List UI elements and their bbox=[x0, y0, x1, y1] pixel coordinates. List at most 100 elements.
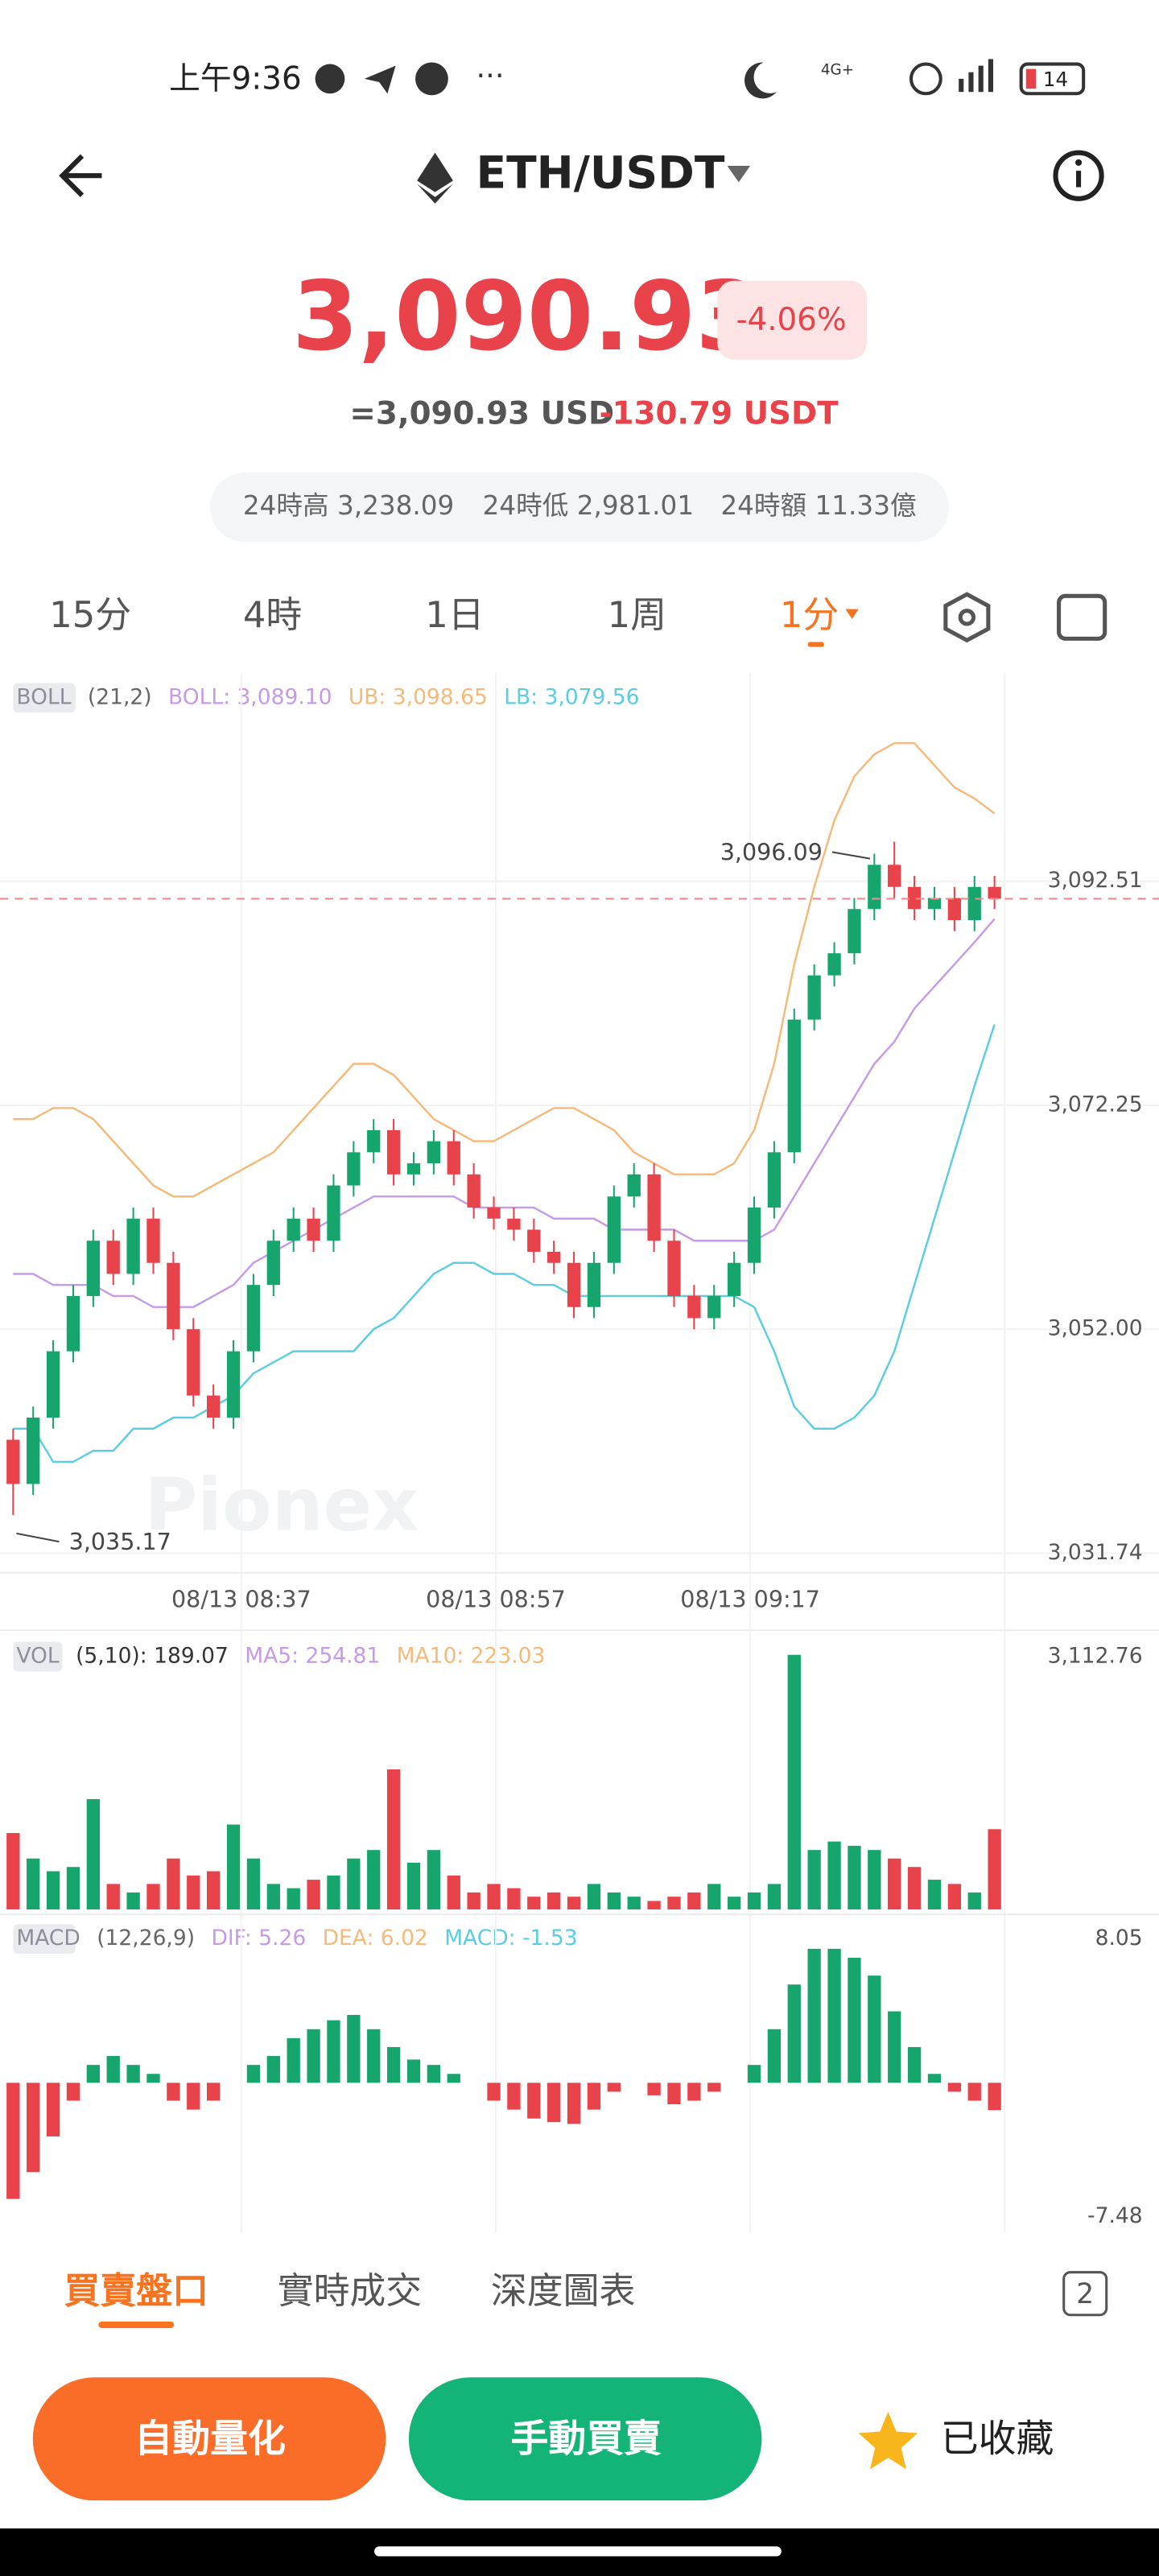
macd-bar bbox=[567, 2083, 581, 2124]
legend-badge bbox=[13, 1924, 76, 1955]
macd-bar bbox=[547, 2083, 561, 2123]
bottom-tab-active[interactable]: 買賣盤口 bbox=[64, 2269, 208, 2312]
candle-body bbox=[527, 1229, 541, 1253]
auto-button[interactable] bbox=[32, 2377, 386, 2501]
bottom-tab[interactable]: 實時成交 bbox=[278, 2269, 422, 2312]
candle-body bbox=[507, 1218, 521, 1230]
macd-bar bbox=[888, 2011, 901, 2083]
volume-bar bbox=[707, 1884, 721, 1909]
legend-item: (21,2) bbox=[88, 684, 152, 709]
candle-body bbox=[406, 1163, 421, 1174]
icon bbox=[1074, 159, 1083, 166]
volume-bar bbox=[848, 1845, 861, 1909]
legend: VOL (5,10): 189.07 MA5: 254.81 MA10: 223.03 bbox=[13, 1641, 545, 1672]
volume-bar bbox=[367, 1850, 381, 1909]
volume-bar bbox=[6, 1833, 20, 1909]
icon bbox=[364, 65, 396, 94]
candle-body bbox=[347, 1152, 361, 1186]
volume-bar bbox=[487, 1884, 501, 1909]
annotation-line bbox=[16, 1532, 60, 1543]
volume-bar bbox=[947, 1884, 962, 1909]
macd-bar bbox=[707, 2083, 721, 2092]
volume-bar bbox=[406, 1862, 421, 1909]
candle-body bbox=[467, 1174, 481, 1208]
candle-body bbox=[567, 1262, 581, 1307]
macd-bar bbox=[667, 2083, 681, 2104]
volume-bar bbox=[988, 1829, 1001, 1909]
change-abs: -130.79 USDT bbox=[599, 395, 839, 431]
interval-tab[interactable]: 1周 bbox=[608, 593, 666, 636]
annotation-line bbox=[831, 851, 871, 860]
legend-item: VOL bbox=[16, 1643, 60, 1668]
volume-bar bbox=[527, 1897, 541, 1909]
legend-item: DEA: 6.02 bbox=[323, 1926, 428, 1951]
volume-bar bbox=[427, 1850, 441, 1909]
volume-bar bbox=[126, 1892, 140, 1909]
legend-item: MACD: -1.53 bbox=[444, 1926, 577, 1951]
macd-bar bbox=[167, 2083, 180, 2101]
macd-bar bbox=[587, 2083, 601, 2110]
candle-body bbox=[367, 1129, 381, 1153]
volume-bar bbox=[187, 1875, 200, 1909]
volume-bar bbox=[627, 1897, 641, 1909]
candle-body bbox=[66, 1295, 80, 1352]
candle-body bbox=[126, 1218, 140, 1274]
volume-bar bbox=[447, 1875, 460, 1909]
legend-item: MACD bbox=[16, 1926, 80, 1951]
volume-bar bbox=[647, 1901, 661, 1909]
candle-body bbox=[927, 898, 942, 910]
candle-body bbox=[447, 1141, 460, 1174]
manual-button[interactable] bbox=[408, 2377, 762, 2501]
home-indicator[interactable] bbox=[374, 2546, 782, 2557]
candle-body bbox=[747, 1208, 761, 1263]
y-tick-label: 3,092.51 bbox=[1048, 868, 1143, 893]
interval-tab[interactable]: 1日 bbox=[425, 593, 484, 636]
volume-bar bbox=[206, 1871, 221, 1909]
macd-bar bbox=[46, 2083, 60, 2136]
battery-level bbox=[1025, 68, 1037, 89]
volume-bar bbox=[827, 1841, 841, 1909]
star-icon[interactable] bbox=[858, 2412, 918, 2470]
legend-item: BOLL: 3,089.10 bbox=[168, 684, 332, 709]
interval-tab-active[interactable]: 1分 bbox=[780, 593, 839, 636]
pair-dropdown[interactable] bbox=[727, 165, 751, 183]
icon bbox=[958, 609, 976, 626]
volume-bar bbox=[667, 1897, 681, 1909]
volume-bar bbox=[787, 1654, 801, 1909]
depth-box[interactable] bbox=[1062, 2271, 1108, 2317]
legend-item: (5,10): 189.07 bbox=[76, 1643, 229, 1668]
status-time: 上午9:36 bbox=[169, 60, 302, 97]
info-button[interactable] bbox=[1053, 150, 1104, 201]
interval-tab[interactable]: 4時 bbox=[243, 593, 302, 636]
volume-bar bbox=[106, 1884, 120, 1909]
interval-tab[interactable]: 15分 bbox=[49, 593, 131, 636]
candle-body bbox=[206, 1395, 221, 1418]
favorite-label[interactable]: 已收藏 bbox=[941, 2417, 1054, 2461]
volume-bar bbox=[86, 1798, 101, 1909]
boll-line bbox=[13, 1024, 996, 1463]
volume-bar bbox=[226, 1824, 241, 1909]
depth-count: 2 bbox=[1076, 2278, 1094, 2310]
status-network: 4G+ bbox=[821, 62, 854, 79]
icon bbox=[968, 72, 974, 93]
candle-body bbox=[287, 1218, 300, 1241]
macd-bar bbox=[246, 2065, 261, 2083]
pair-title[interactable]: ETH/USDT bbox=[476, 147, 725, 198]
macd-bar bbox=[347, 2014, 361, 2083]
volume-bar bbox=[307, 1880, 320, 1909]
macd-bar bbox=[907, 2046, 922, 2083]
bottom-tab[interactable]: 深度圖表 bbox=[491, 2269, 635, 2312]
volume-bar bbox=[567, 1897, 581, 1909]
rotate-button[interactable] bbox=[1057, 593, 1107, 641]
candle-body bbox=[266, 1241, 280, 1286]
legend-item: DIF: 5.26 bbox=[211, 1926, 306, 1951]
volume-bar bbox=[266, 1884, 280, 1909]
tab-underline bbox=[807, 642, 824, 647]
settings-button[interactable] bbox=[943, 592, 991, 643]
stat: 24時額 11.33億 bbox=[720, 490, 916, 521]
macd-bar bbox=[927, 2074, 942, 2083]
y-tick-label: 3,031.74 bbox=[1048, 1540, 1143, 1565]
icon bbox=[1075, 171, 1082, 188]
back-button[interactable] bbox=[59, 154, 102, 197]
